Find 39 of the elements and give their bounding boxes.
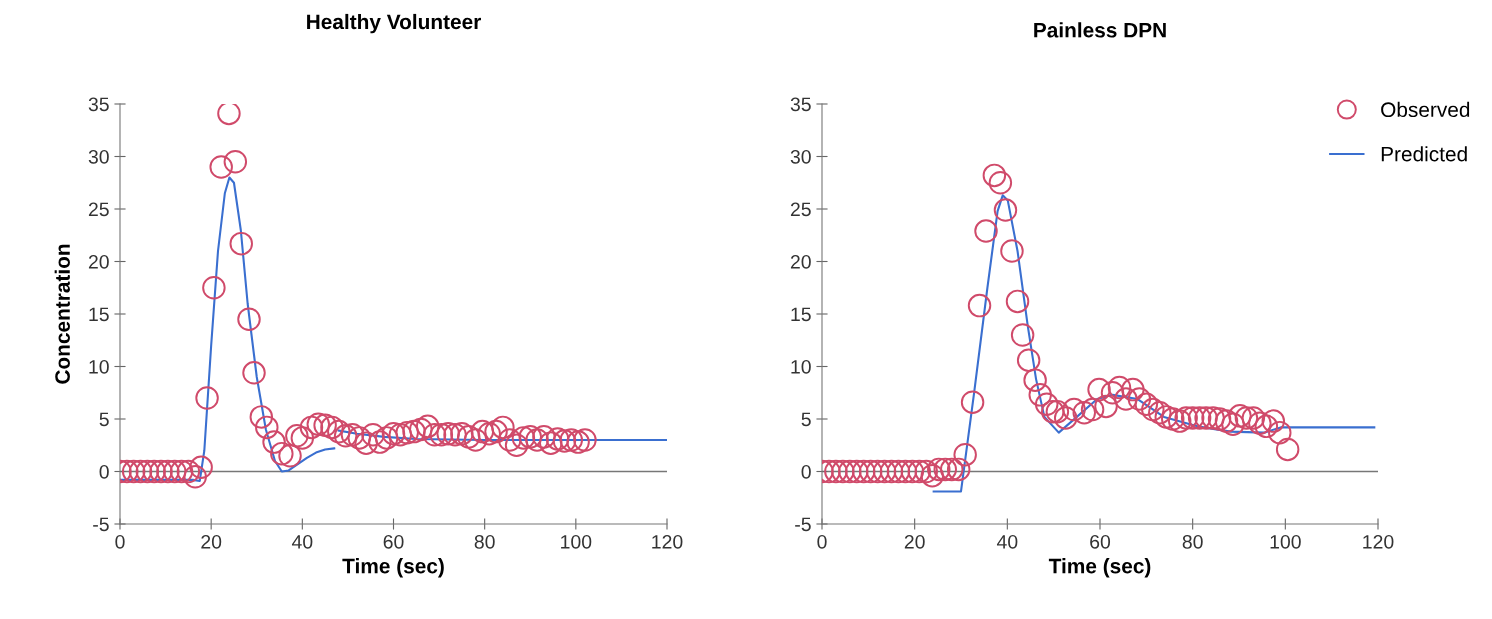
x-tick-label: 20 [201, 534, 222, 549]
y-tick-label: 10 [89, 359, 109, 374]
y-tick-label: 30 [790, 149, 811, 164]
legend-label: Predicted [1381, 146, 1467, 162]
y-tick-label: 15 [791, 307, 811, 322]
y-tick-label: 0 [99, 464, 109, 479]
x-axis-title: Time (sec) [1048, 558, 1151, 578]
y-tick-label: 25 [88, 202, 109, 217]
y-tick-label: 5 [801, 412, 811, 427]
x-tick-label: 0 [115, 534, 125, 549]
y-tick-label: 35 [88, 97, 109, 112]
chart-title: Painless DPN [1034, 22, 1166, 38]
chart-title: Healthy Volunteer [307, 13, 481, 34]
y-tick-label: 10 [791, 359, 811, 374]
y-tick-label: 35 [790, 97, 811, 112]
x-tick-label: 80 [1182, 534, 1203, 549]
x-tick-label: 60 [383, 534, 404, 549]
y-tick-label: 20 [88, 254, 109, 269]
x-tick-label: 0 [817, 534, 827, 549]
x-axis-title: Time (sec) [342, 558, 444, 578]
x-tick-label: 20 [904, 534, 925, 549]
y-axis-title: Concentration [54, 244, 70, 384]
x-tick-label: 40 [291, 534, 313, 549]
y-tick-label: 20 [790, 254, 811, 269]
y-tick-label: 5 [99, 412, 109, 427]
x-tick-label: 40 [996, 534, 1018, 549]
x-tick-label: 120 [652, 534, 683, 549]
x-tick-label: 100 [561, 534, 592, 549]
legend-label: Observed [1381, 101, 1470, 118]
y-tick-label: -5 [795, 517, 811, 532]
x-tick-label: 120 [1363, 534, 1394, 549]
x-tick-label: 100 [1270, 534, 1301, 549]
x-tick-label: 60 [1090, 534, 1111, 549]
y-tick-label: 30 [88, 149, 109, 164]
y-tick-label: 0 [801, 464, 811, 479]
y-tick-label: -5 [93, 517, 109, 532]
y-tick-label: 25 [790, 202, 811, 217]
y-tick-label: 15 [89, 307, 109, 322]
x-tick-label: 80 [474, 534, 495, 549]
